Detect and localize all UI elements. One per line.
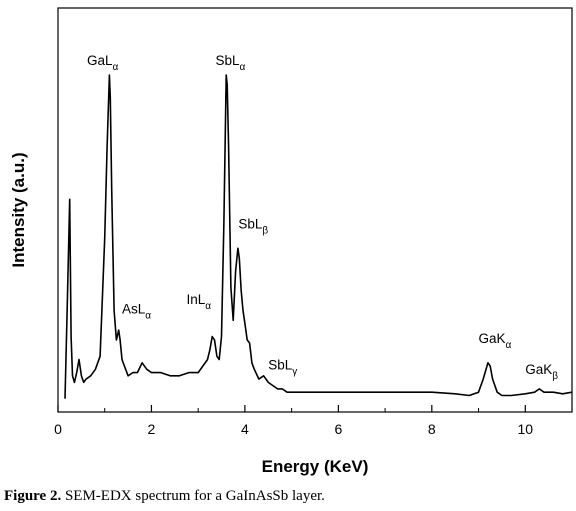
caption-label: Figure 2. bbox=[4, 488, 62, 504]
peak-label: SbLα bbox=[215, 53, 245, 73]
peak-label: SbLβ bbox=[238, 217, 268, 237]
peak-annotations: GaLα AsLα SbLα InLα SbLβ SbLγ GaKα GaKβ bbox=[87, 53, 558, 382]
x-axis-title: Energy (KeV) bbox=[262, 457, 369, 476]
x-axis-ticks: 0 2 4 6 8 10 bbox=[54, 405, 533, 437]
plot-layer bbox=[64, 74, 573, 399]
x-tick-label: 10 bbox=[517, 421, 533, 437]
chart-background bbox=[0, 0, 576, 486]
x-tick-label: 6 bbox=[334, 421, 342, 437]
x-tick-label: 0 bbox=[54, 421, 62, 437]
plot-frame bbox=[57, 7, 573, 413]
peak-label: GaKβ bbox=[525, 362, 558, 382]
figure-caption: Figure 2. SEM-EDX spectrum for a GaInAsS… bbox=[4, 488, 574, 505]
x-tick-label: 2 bbox=[148, 421, 156, 437]
peak-label: SbLγ bbox=[268, 357, 297, 377]
spectrum-line bbox=[64, 74, 573, 399]
x-tick-label: 4 bbox=[241, 421, 249, 437]
y-axis-title: Intensity (a.u.) bbox=[9, 152, 28, 267]
peak-label: GaKα bbox=[479, 331, 512, 351]
peak-label: GaLα bbox=[87, 53, 119, 73]
caption-text: SEM-EDX spectrum for a GaInAsSb layer. bbox=[61, 488, 325, 504]
peak-label: AsLα bbox=[122, 302, 151, 322]
edx-spectrum-chart: 0 2 4 6 8 10 GaLα AsLα SbLα InLα SbLβ SbLγ GaKα GaKβ… bbox=[0, 0, 576, 486]
peak-label: InLα bbox=[187, 292, 212, 312]
x-tick-label: 8 bbox=[428, 421, 436, 437]
